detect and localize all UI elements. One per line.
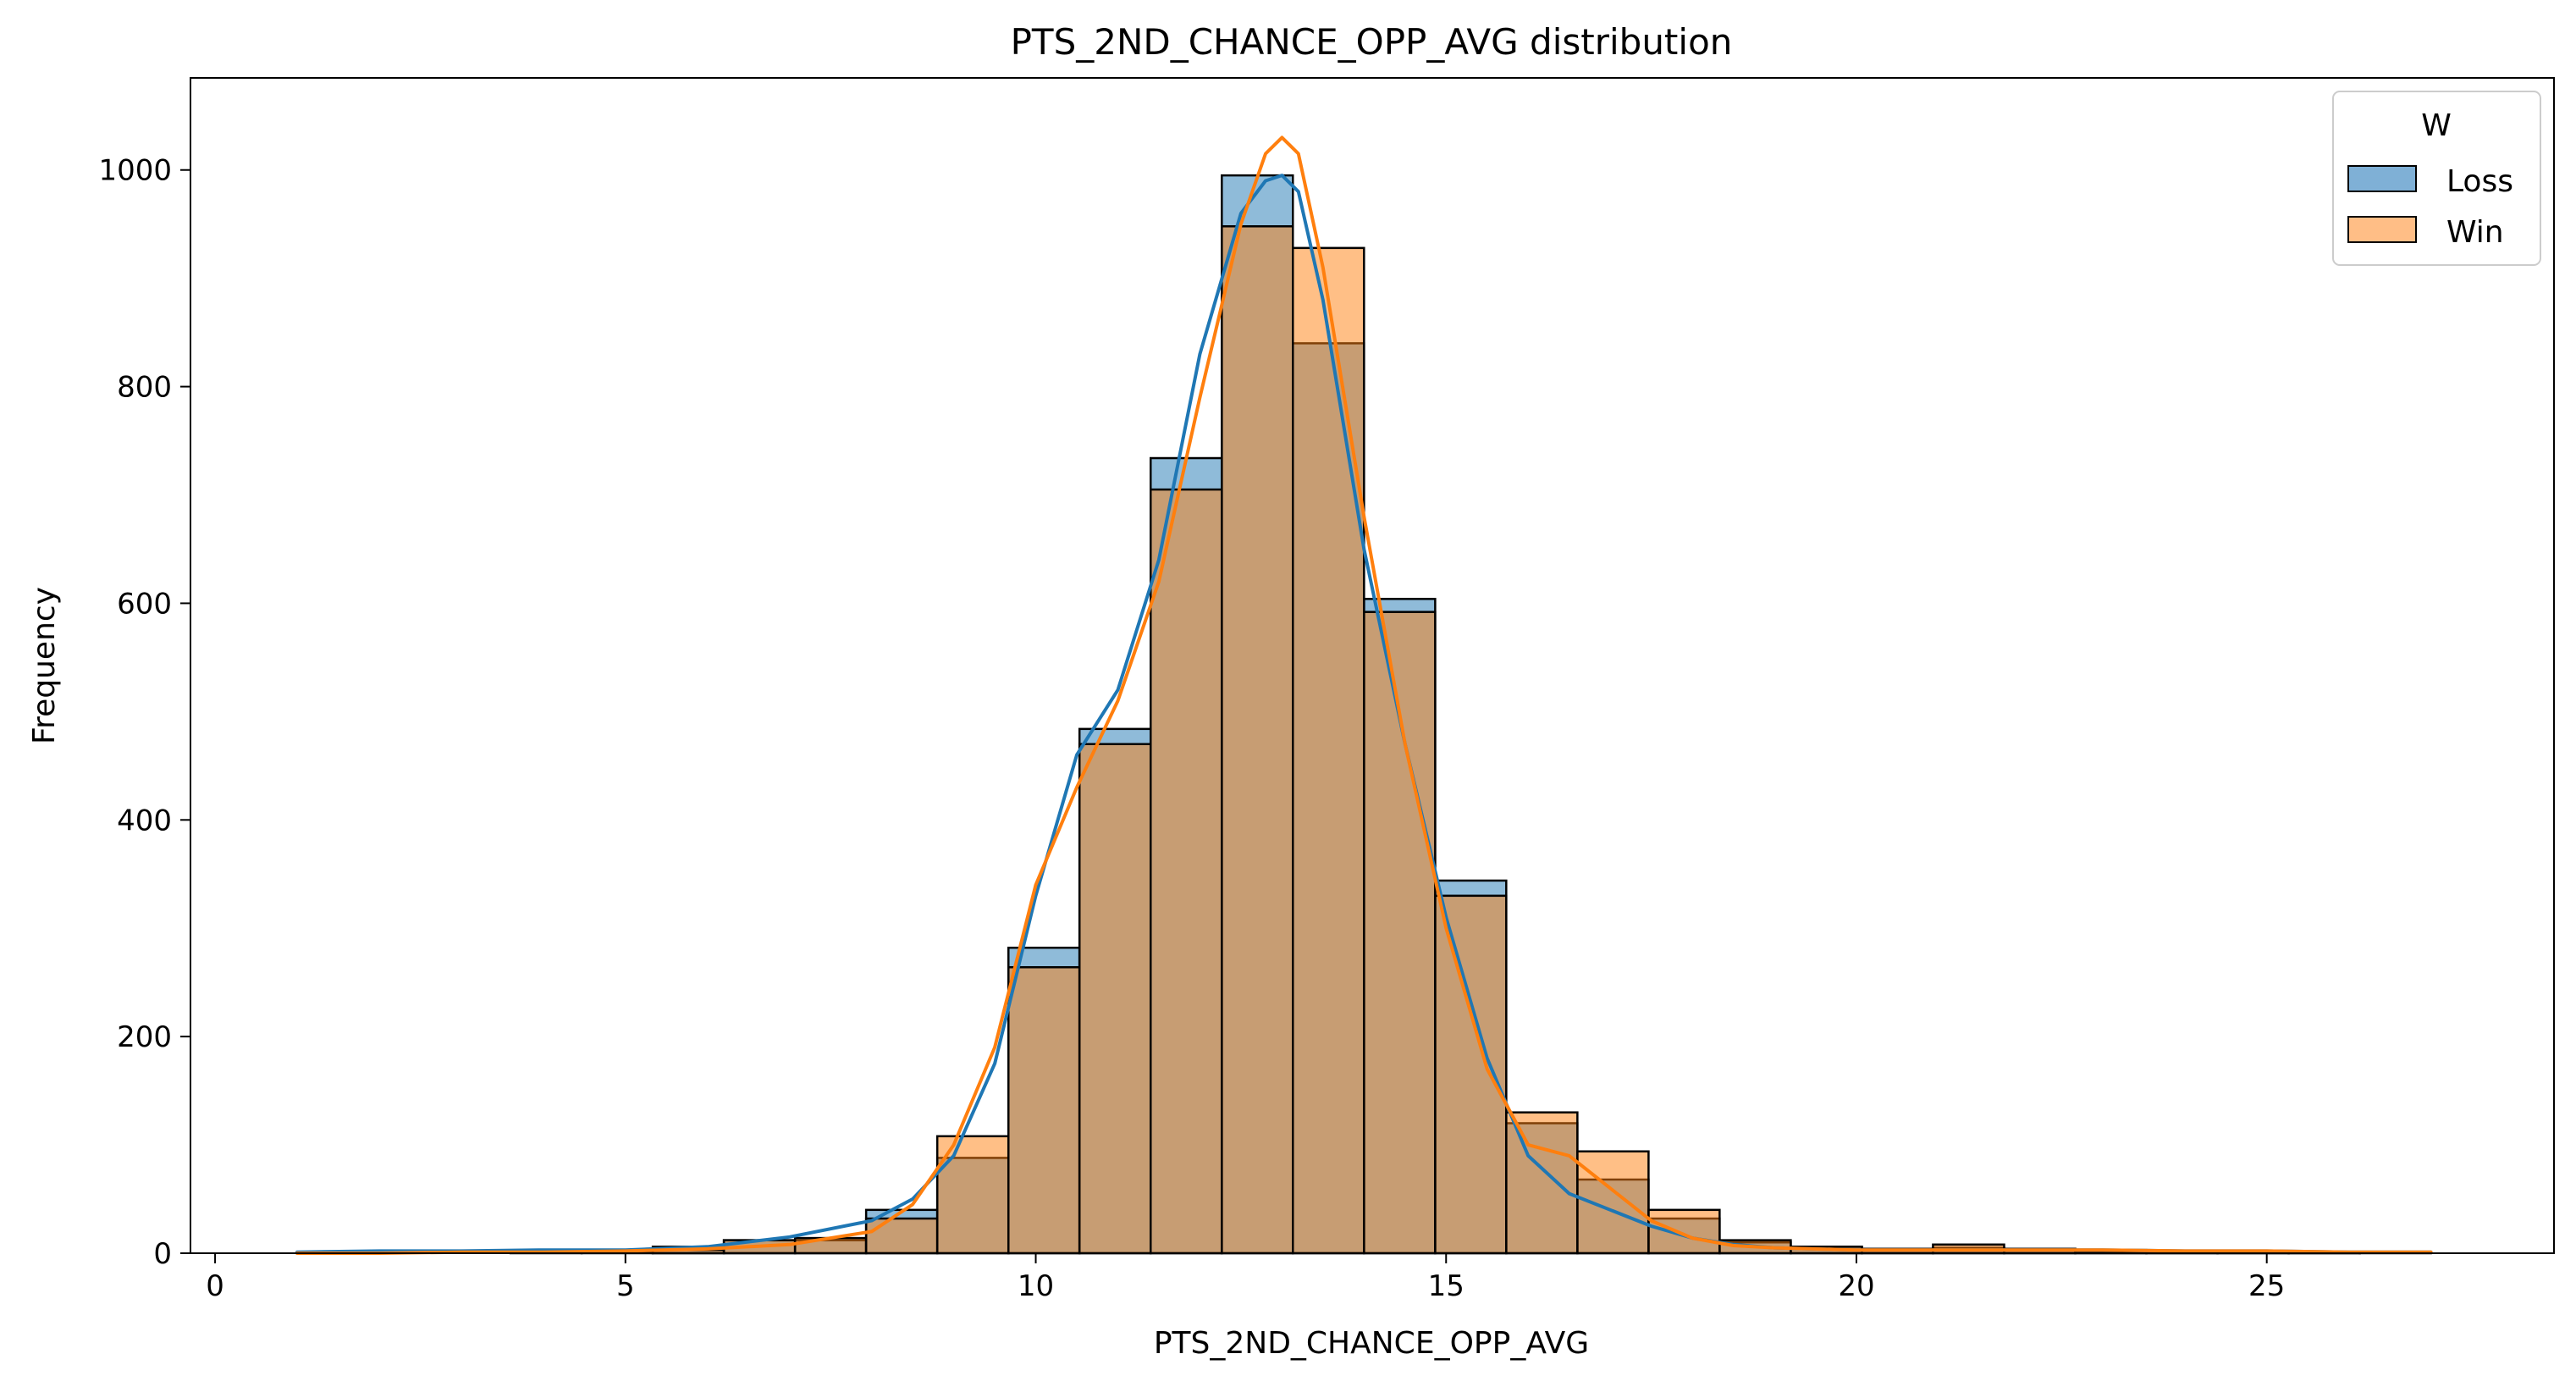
x-tick-label: 15 xyxy=(1428,1269,1465,1303)
legend-title: W xyxy=(2421,108,2452,143)
x-tick-label: 0 xyxy=(206,1269,224,1303)
y-tick-label: 1000 xyxy=(98,154,172,188)
y-axis-label: Frequency xyxy=(27,587,62,744)
bar-win xyxy=(1007,966,1081,1255)
x-tick-label: 5 xyxy=(616,1269,635,1303)
kde-line-win xyxy=(295,135,2433,1255)
bar-win xyxy=(1434,894,1508,1255)
series-win-bars xyxy=(651,225,2432,1255)
chart-title: PTS_2ND_CHANCE_OPP_AVG distribution xyxy=(1011,21,1733,63)
legend-label-win: Win xyxy=(2446,215,2504,250)
y-tick-label: 800 xyxy=(117,371,172,405)
plot-frame xyxy=(190,77,2555,1254)
bar-win xyxy=(1505,1111,1579,1255)
plot-area xyxy=(295,135,2433,1255)
legend: W Loss Win xyxy=(2332,91,2541,266)
bar-win xyxy=(1292,246,1365,1255)
x-tick-label: 25 xyxy=(2248,1269,2285,1303)
bar-win xyxy=(1078,743,1152,1255)
y-tick-label: 600 xyxy=(117,587,172,621)
legend-swatch-loss xyxy=(2347,165,2417,192)
legend-label-loss: Loss xyxy=(2446,164,2513,199)
bar-win xyxy=(864,1217,939,1255)
legend-swatch-win xyxy=(2347,216,2417,243)
y-tick-label: 200 xyxy=(117,1020,172,1054)
y-tick-label: 0 xyxy=(153,1237,172,1271)
y-axis: 0 200 400 600 800 1000 xyxy=(98,154,190,1271)
x-tick-label: 10 xyxy=(1018,1269,1054,1303)
bar-win xyxy=(1221,225,1294,1255)
x-axis: 0 5 10 15 20 25 xyxy=(206,1253,2285,1303)
x-tick-label: 20 xyxy=(1838,1269,1874,1303)
bar-win xyxy=(935,1135,1010,1255)
y-tick-label: 400 xyxy=(117,804,172,837)
bar-win xyxy=(1150,488,1223,1255)
x-axis-label: PTS_2ND_CHANCE_OPP_AVG xyxy=(1154,1326,1589,1361)
bar-win xyxy=(1647,1208,1721,1255)
